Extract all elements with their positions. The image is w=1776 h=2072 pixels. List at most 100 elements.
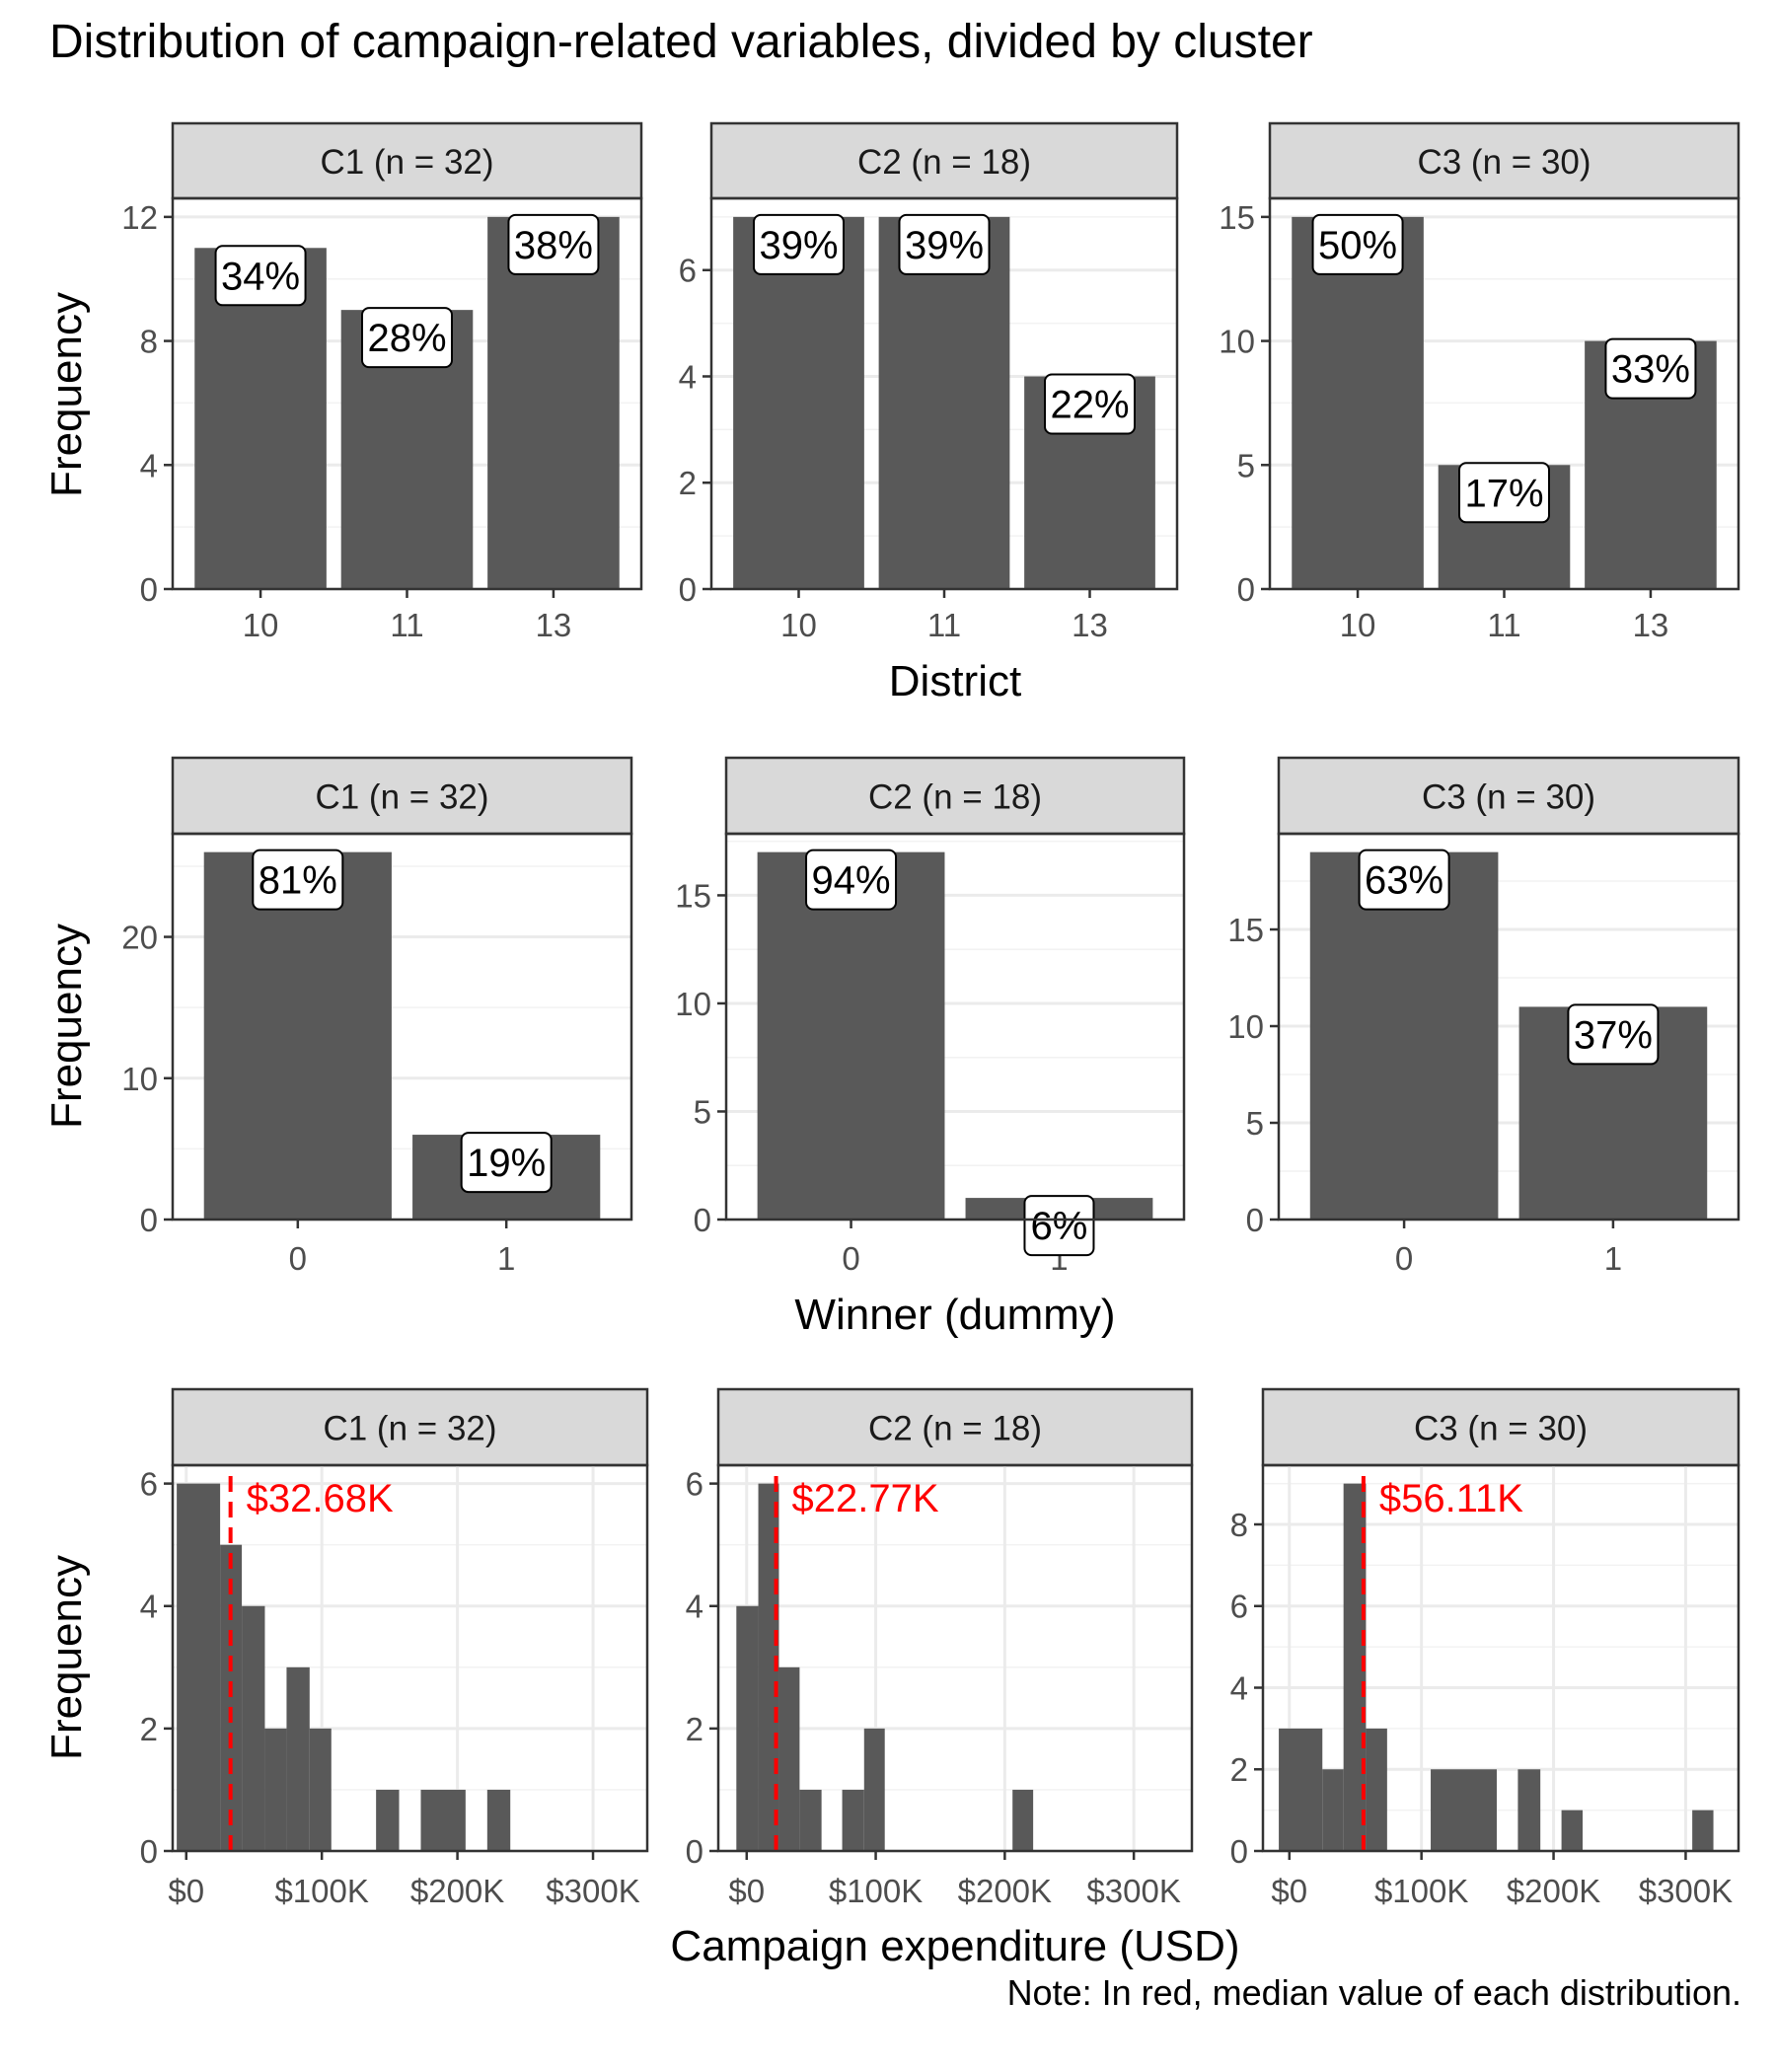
- histogram-bin: [242, 1605, 265, 1851]
- facet-strip: [716, 1387, 1194, 1467]
- panel-2-1: C1 (n = 32) 0 10 20 0 1 81% 19%: [121, 756, 633, 1277]
- panel-1-3: C3 (n = 30) 0 5 10 15 10 11 13 50% 17% 33%: [1219, 121, 1740, 643]
- panel-border: [1261, 1463, 1740, 1853]
- y-tick-label: 4: [686, 1589, 703, 1625]
- facet-strip-label: C2 (n = 18): [857, 143, 1031, 182]
- y-tick-label: 2: [679, 465, 697, 501]
- x-tick-label: 1: [497, 1240, 515, 1277]
- y-tick-label: 6: [686, 1466, 703, 1503]
- x-tick-label: $300K: [1086, 1873, 1180, 1909]
- median-label: $32.68K: [247, 1477, 394, 1520]
- x-tick-label: 11: [1487, 607, 1520, 643]
- data-label-box: [805, 849, 898, 911]
- x-tick-label: 13: [1633, 607, 1669, 643]
- y-tick-label: 0: [140, 1833, 158, 1870]
- data-label: 19%: [467, 1142, 546, 1185]
- y-tick-label: 5: [1246, 1105, 1264, 1142]
- y-tick-label: 0: [679, 571, 697, 608]
- bar: [1292, 216, 1424, 589]
- x-tick-label: 0: [1395, 1240, 1413, 1277]
- data-label: 33%: [1611, 348, 1690, 392]
- data-label-box: [1458, 462, 1550, 524]
- x-tick-label: 0: [842, 1240, 859, 1277]
- x-axis-label: District: [889, 657, 1021, 705]
- x-tick-label: 10: [780, 607, 817, 643]
- y-tick-label: 10: [1227, 1008, 1264, 1045]
- y-tick-label: 20: [121, 920, 158, 956]
- facet-strip-label: C2 (n = 18): [868, 1410, 1042, 1448]
- panel-border: [171, 196, 643, 591]
- x-tick-label: 10: [243, 607, 279, 643]
- panel-border: [171, 1463, 649, 1853]
- data-label-box: [1023, 1195, 1095, 1257]
- bar: [878, 216, 1010, 589]
- histogram-bin: [1517, 1769, 1541, 1851]
- histogram-bin: [486, 1789, 511, 1851]
- facet-strip-label: C3 (n = 30): [1414, 1410, 1588, 1448]
- panel-border: [171, 832, 633, 1221]
- y-tick-label: 8: [1230, 1507, 1248, 1543]
- data-label: 38%: [514, 224, 593, 267]
- x-tick-label: $100K: [829, 1873, 923, 1909]
- x-tick-label: $100K: [274, 1873, 368, 1909]
- median-label: $56.11K: [1379, 1477, 1523, 1520]
- y-tick-label: 2: [686, 1711, 703, 1747]
- y-tick-label: 4: [140, 1589, 158, 1625]
- data-label-box: [214, 245, 307, 307]
- figure-note: Note: In red, median value of each distr…: [1007, 1972, 1741, 2013]
- x-tick-label: $200K: [1507, 1873, 1600, 1909]
- facet-strip-label: C1 (n = 32): [320, 143, 493, 182]
- x-tick-label: $300K: [546, 1873, 639, 1909]
- y-axis-label: Frequency: [42, 1555, 91, 1760]
- histogram-bin: [264, 1728, 287, 1851]
- x-tick-label: $0: [1271, 1873, 1307, 1909]
- histogram-bin: [863, 1728, 885, 1851]
- y-tick-label: 12: [121, 199, 158, 236]
- x-tick-label: $100K: [1374, 1873, 1468, 1909]
- data-label: 37%: [1574, 1013, 1653, 1057]
- histogram-bin: [309, 1728, 332, 1851]
- histogram-bin: [758, 1483, 779, 1851]
- data-label: 50%: [1318, 224, 1397, 267]
- facet-strip-label: C2 (n = 18): [868, 778, 1042, 817]
- panel-border: [716, 1463, 1194, 1853]
- y-tick-label: 15: [1227, 912, 1264, 948]
- x-tick-label: 11: [390, 607, 423, 643]
- panel-border: [709, 196, 1179, 591]
- data-label-box: [1567, 1003, 1660, 1066]
- y-axis-label: Frequency: [42, 292, 91, 497]
- panel-border: [1277, 832, 1740, 1221]
- histogram-bin: [220, 1544, 243, 1851]
- y-tick-label: 0: [686, 1833, 703, 1870]
- y-tick-label: 8: [140, 324, 158, 360]
- x-tick-label: $0: [728, 1873, 765, 1909]
- y-tick-label: 6: [1230, 1589, 1248, 1625]
- x-tick-label: $300K: [1639, 1873, 1733, 1909]
- data-label: 34%: [221, 255, 300, 298]
- panel-border: [1268, 196, 1740, 591]
- x-tick-label: $200K: [958, 1873, 1052, 1909]
- histogram-bin: [736, 1605, 759, 1851]
- panel-2-3: C3 (n = 30) 0 5 10 15 0 1 63% 37%: [1227, 756, 1740, 1277]
- histogram-bin: [1343, 1483, 1367, 1851]
- y-tick-label: 2: [1230, 1751, 1248, 1788]
- x-axis-label: Campaign expenditure (USD): [670, 1922, 1239, 1970]
- figure-title: Distribution of campaign-related variabl…: [49, 16, 1313, 68]
- x-tick-label: 13: [536, 607, 572, 643]
- y-tick-label: 0: [1230, 1833, 1248, 1870]
- y-tick-label: 5: [1237, 447, 1255, 483]
- data-label-box: [1044, 373, 1136, 435]
- data-label-box: [252, 849, 344, 911]
- panel-3-3: C3 (n = 30) 0 2 4 6 8 $0 $100K $200K $300K $56.11K: [1230, 1387, 1740, 1909]
- facet-strip: [171, 121, 643, 200]
- y-tick-label: 15: [675, 877, 711, 914]
- x-axis-label: Winner (dummy): [794, 1291, 1115, 1339]
- facet-strip-label: C1 (n = 32): [315, 778, 488, 817]
- data-label-box: [1358, 849, 1450, 911]
- facet-strip-label: C3 (n = 30): [1422, 778, 1595, 817]
- median-label: $22.77K: [792, 1477, 939, 1520]
- x-tick-label: $200K: [410, 1873, 504, 1909]
- facet-strip-label: C1 (n = 32): [323, 1410, 496, 1448]
- histogram-bin: [1692, 1810, 1714, 1851]
